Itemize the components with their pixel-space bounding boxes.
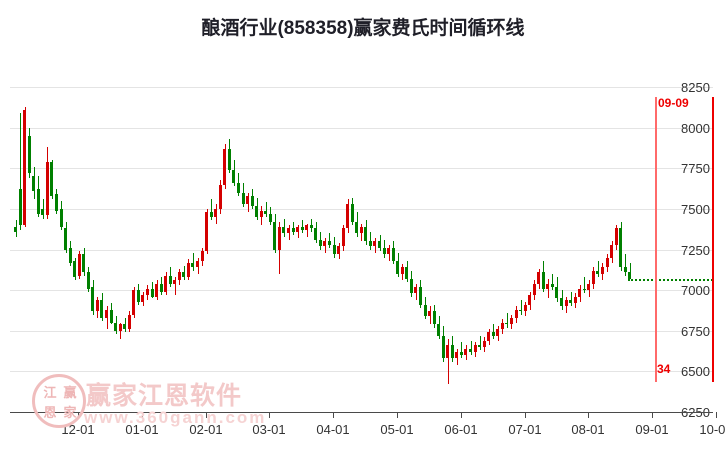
- gridline: [10, 331, 713, 332]
- y-axis-tick-label: 8250: [681, 80, 710, 95]
- watermark-seal-char: 恩: [43, 404, 57, 420]
- y-axis-tick-label: 6750: [681, 323, 710, 339]
- gridline: [10, 87, 713, 88]
- y-axis-tick-label: 7500: [681, 201, 710, 217]
- y-axis-tick-label: 7750: [681, 161, 710, 177]
- fibonacci-cycle-line[interactable]: [655, 97, 657, 382]
- gridline: [10, 128, 713, 129]
- x-axis-tick-label: 05-01: [380, 422, 414, 437]
- x-axis-tick: [269, 412, 270, 418]
- x-axis-tick: [525, 412, 526, 418]
- watermark-seal-char: 赢: [63, 384, 77, 400]
- fibonacci-cycle-line-secondary[interactable]: [712, 97, 714, 382]
- x-axis-tick-label: 08-01: [571, 422, 605, 437]
- page-title: 酿酒行业(858358)赢家费氏时间循环线: [201, 18, 525, 39]
- y-axis-tick-label: 6500: [681, 364, 710, 380]
- x-axis-tick: [716, 412, 717, 418]
- x-axis-tick: [142, 412, 143, 418]
- watermark-seal-char: 江: [43, 384, 57, 400]
- cycle-count-label: 34: [657, 362, 671, 376]
- watermark-url: www.360gann.com: [84, 408, 267, 427]
- gridline: [10, 168, 713, 169]
- last-close-line: [628, 279, 713, 281]
- x-axis-tick-label: 04-01: [316, 422, 350, 437]
- watermark-seal: 江赢恩家: [32, 374, 86, 428]
- x-axis-tick: [588, 412, 589, 418]
- watermark-seal-char: 家: [63, 404, 77, 420]
- x-axis-line: [10, 412, 713, 413]
- x-axis-tick: [461, 412, 462, 418]
- x-axis-tick-label: 07-01: [508, 422, 542, 437]
- y-axis-tick-label: 8000: [681, 120, 710, 136]
- x-axis-tick-label: 10-01: [699, 422, 726, 437]
- x-axis-tick: [397, 412, 398, 418]
- cycle-line-date-label: 09-09: [658, 96, 689, 110]
- gridline: [10, 209, 713, 210]
- x-axis-tick-label: 02-01: [189, 422, 223, 437]
- x-axis-tick-label: 06-01: [444, 422, 478, 437]
- gridline: [10, 250, 713, 251]
- price-plot-area[interactable]: [10, 87, 714, 412]
- y-axis-tick-label: 7250: [681, 242, 710, 258]
- y-axis-tick-label: 7000: [681, 283, 710, 299]
- x-axis-tick: [652, 412, 653, 418]
- x-axis-tick: [333, 412, 334, 418]
- x-axis-tick: [206, 412, 207, 418]
- x-axis-tick-label: 01-01: [125, 422, 159, 437]
- gridline: [10, 290, 713, 291]
- x-axis-tick-label: 03-01: [252, 422, 286, 437]
- watermark-brand: 赢家江恩软件: [86, 382, 243, 410]
- gridline: [10, 371, 713, 372]
- x-axis-tick-label: 09-01: [635, 422, 669, 437]
